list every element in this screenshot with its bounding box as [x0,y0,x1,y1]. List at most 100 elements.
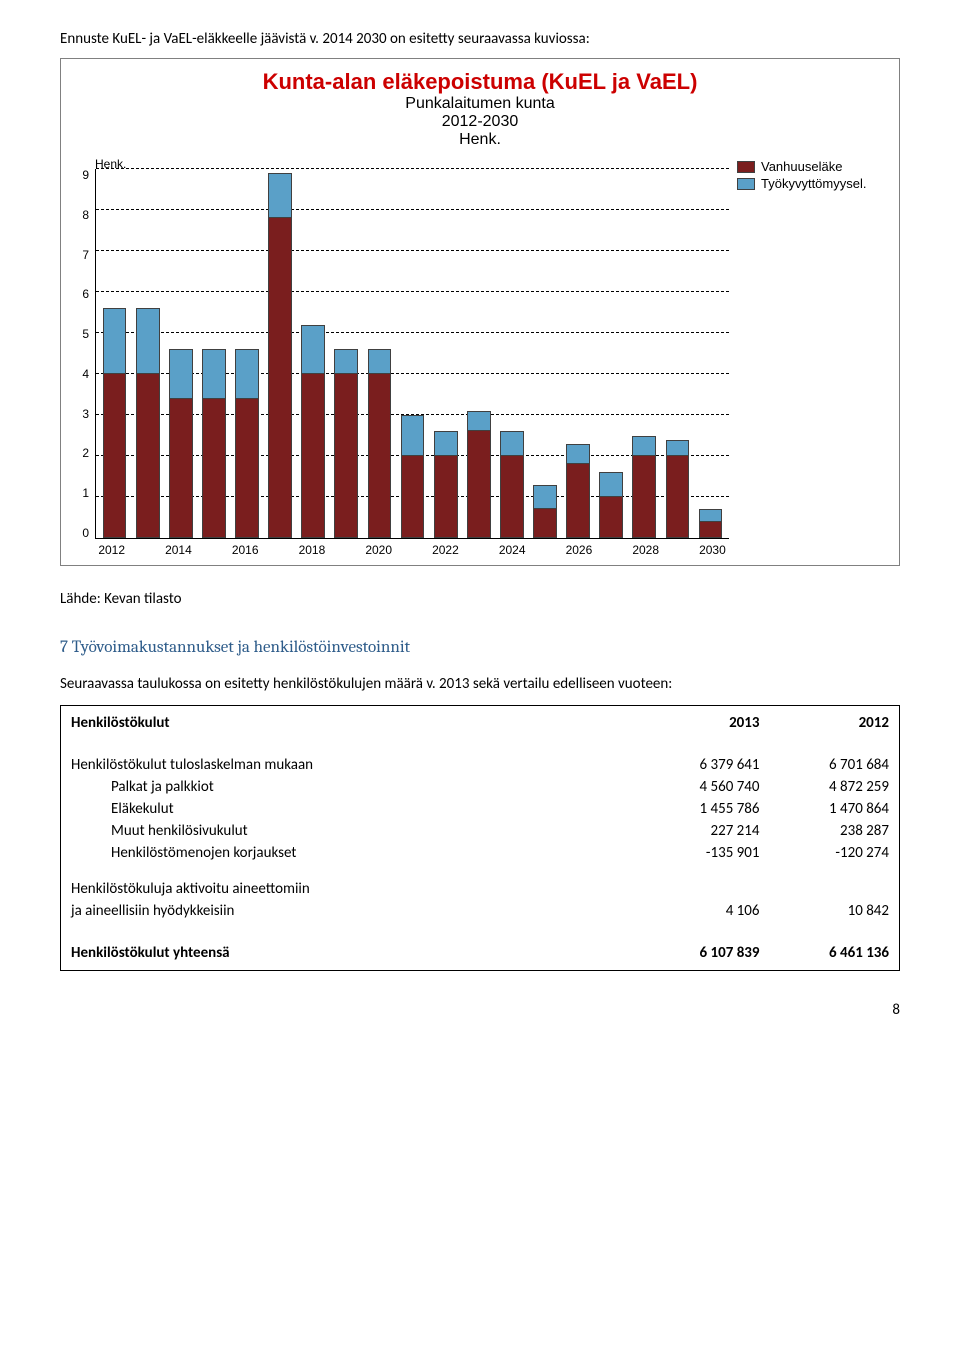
bar-segment-top [599,472,623,497]
table-row-label: Henkilöstömenojen korjaukset [61,842,640,864]
bar-segment-top [202,349,226,398]
table-footer-col1: 6 107 839 [640,936,770,971]
bar [131,169,164,538]
table-cell: 6 701 684 [770,754,900,776]
x-tick: 2030 [696,543,729,557]
table-header-col1: 2013 [640,706,770,741]
bar-segment-bottom [235,399,259,538]
bar-segment-top [699,509,723,521]
bar [363,169,396,538]
bar-segment-bottom [334,374,358,538]
x-tick: 2018 [295,543,328,557]
table-cell: 4 560 740 [640,776,770,798]
bar [694,169,727,538]
bar-segment-bottom [467,431,491,538]
chart-legend: Vanhuuseläke Työkyvyttömyysel. [737,159,887,193]
bar [462,169,495,538]
bar-segment-bottom [368,374,392,538]
bar-segment-top [268,173,292,218]
bar-segment-top [103,308,127,374]
bar-segment-top [334,349,358,374]
bar-segment-top [136,308,160,374]
bar-segment-bottom [566,464,590,538]
y-tick: 0 [82,527,89,539]
table-cell: -135 901 [640,842,770,864]
table-row-label: ja aineellisiin hyödykkeisiin [61,900,640,922]
x-tick: 2012 [95,543,128,557]
bar-segment-bottom [301,374,325,538]
chart-subtitle-2: 2012-2030 [73,113,887,131]
bar-segment-top [368,349,392,374]
bar [264,169,297,538]
y-tick: 4 [82,368,89,380]
bar-segment-bottom [169,399,193,538]
bar-segment-bottom [500,456,524,538]
bar-segment-top [666,440,690,456]
bar [495,169,528,538]
bar-segment-bottom [666,456,690,538]
bar [230,169,263,538]
chart-title: Kunta-alan eläkepoistuma (KuEL ja VaEL) [73,69,887,95]
bar-segment-bottom [533,509,557,538]
bar-segment-bottom [136,374,160,538]
y-tick: 9 [82,169,89,181]
x-axis: 2012201420162018202020222024202620282030 [95,539,729,557]
table-row-label: Eläkekulut [61,798,640,820]
bar-segment-top [401,415,425,456]
table-footer-label: Henkilöstökulut yhteensä [61,936,640,971]
table-cell: 1 470 864 [770,798,900,820]
x-tick: 2024 [496,543,529,557]
y-tick: 3 [82,408,89,420]
bar [528,169,561,538]
bar [164,169,197,538]
section-heading: 7 Työvoimakustannukset ja henkilöstöinve… [60,638,900,657]
chart-subtitle-1: Punkalaitumen kunta [73,95,887,113]
legend-label: Vanhuuseläke [761,159,842,174]
table-cell: 238 287 [770,820,900,842]
bar [562,169,595,538]
bar [396,169,429,538]
bar-segment-bottom [699,522,723,538]
x-tick: 2022 [429,543,462,557]
bar-segment-top [169,349,193,398]
legend-swatch [737,178,755,190]
bar-segment-bottom [434,456,458,538]
x-tick: 2026 [562,543,595,557]
legend-label: Työkyvyttömyysel. [761,176,866,191]
table-cell: 227 214 [640,820,770,842]
x-tick: 2028 [629,543,662,557]
bar [197,169,230,538]
bar [661,169,694,538]
table-row-label: Henkilöstökuluja aktivoitu aineettomiin [61,878,640,900]
bar-segment-top [566,444,590,464]
table-row: Eläkekulut1 455 7861 470 864 [61,798,900,820]
bar-segment-bottom [202,399,226,538]
table-row-label: Palkat ja palkkiot [61,776,640,798]
legend-swatch [737,161,755,173]
chart-subtitle-3: Henk. [73,131,887,149]
bar-segment-top [467,411,491,431]
bar-segment-bottom [599,497,623,538]
cost-table: Henkilöstökulut 2013 2012 Henkilöstökulu… [60,705,900,971]
y-tick: 2 [82,447,89,459]
y-axis: 9876543210 [73,159,95,539]
y-tick: 8 [82,209,89,221]
table-row: Henkilöstömenojen korjaukset-135 901-120… [61,842,900,864]
bar [297,169,330,538]
y-tick: 7 [82,249,89,261]
y-tick: 6 [82,288,89,300]
table-row-label: Muut henkilösivukulut [61,820,640,842]
legend-item: Työkyvyttömyysel. [737,176,887,191]
table-cell: 10 842 [770,900,900,922]
bar-segment-top [632,436,656,457]
bar-segment-bottom [401,456,425,538]
bar [98,169,131,538]
x-tick: 2020 [362,543,395,557]
source-text: Lähde: Kevan tilasto [60,590,900,608]
x-tick: 2014 [162,543,195,557]
paragraph: Seuraavassa taulukossa on esitetty henki… [60,675,900,693]
table-row: Henkilöstökulut tuloslaskelman mukaan6 3… [61,754,900,776]
table-header-label: Henkilöstökulut [61,706,640,741]
table-cell: 4 106 [640,900,770,922]
plot-area [95,169,729,539]
